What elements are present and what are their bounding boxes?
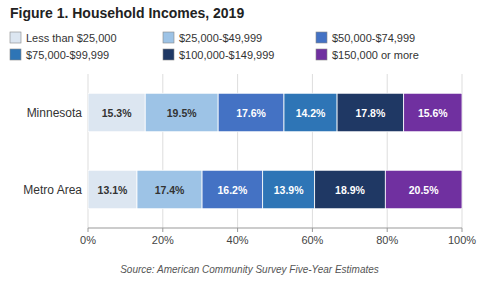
title: Figure 1. Household Incomes, 2019 <box>10 5 244 21</box>
data-label: 20.5% <box>409 184 439 196</box>
legend-label: $25,000-$49,999 <box>179 32 262 44</box>
bar-segment <box>88 170 137 209</box>
bar-segment <box>88 93 145 132</box>
legend-swatch <box>316 32 327 43</box>
legend-label: $150,000 or more <box>332 49 419 61</box>
tick-label: 20% <box>152 234 174 246</box>
bar-segment <box>145 93 218 132</box>
legend: Less than $25,000 $25,000-$49,999 $50,000-… <box>10 32 419 61</box>
category-label: Minnesota <box>27 106 83 120</box>
tick-label: 100% <box>448 234 476 246</box>
tick-label: 60% <box>301 234 323 246</box>
legend-label: $50,000-$74,999 <box>332 32 415 44</box>
legend-label: Less than $25,000 <box>26 32 117 44</box>
legend-swatch <box>163 32 174 43</box>
tick-mark <box>462 228 463 232</box>
axis-line <box>88 228 462 229</box>
category-label: Metro Area <box>23 183 82 197</box>
bar-segment <box>315 170 386 209</box>
data-label: 17.6% <box>236 107 266 119</box>
bar-segment <box>284 93 337 132</box>
bar-segment <box>202 170 263 209</box>
bar-segment <box>263 170 315 209</box>
chart: Figure 1. Household Incomes, 2019 Less th… <box>0 0 479 281</box>
data-label: 15.3% <box>102 107 132 119</box>
data-labels: 13.1% 17.4% 16.2% 13.9% 18.9% 20.5% 15.3% 19.5%… <box>98 107 449 196</box>
data-label: 18.9% <box>335 184 365 196</box>
bar-segment <box>137 170 202 209</box>
legend-label: $75,000-$99,999 <box>26 49 109 61</box>
tick-label: 80% <box>376 234 398 246</box>
data-label: 13.9% <box>274 184 304 196</box>
tick-label: 0% <box>80 234 96 246</box>
legend-swatch <box>10 49 21 60</box>
data-label: 17.8% <box>355 107 385 119</box>
tick-mark <box>387 228 388 232</box>
legend-label: $100,000-$149,999 <box>179 49 274 61</box>
x-axis: 0% 20% 40% 60% 80% 100% <box>80 228 476 246</box>
legend-swatch <box>10 32 21 43</box>
data-label: 17.4% <box>155 184 185 196</box>
data-label: 19.5% <box>167 107 197 119</box>
tick-mark <box>237 228 238 232</box>
data-label: 15.6% <box>418 107 448 119</box>
bar-segment <box>385 170 462 209</box>
legend-swatch <box>316 49 327 60</box>
bar-segment <box>218 93 284 132</box>
y-axis: Metro Area Minnesota <box>23 106 82 197</box>
bars <box>88 93 462 209</box>
data-label: 13.1% <box>98 184 128 196</box>
bar-segment <box>337 93 404 132</box>
tick-mark <box>162 228 163 232</box>
grid <box>88 74 462 228</box>
bar-segment <box>404 93 462 132</box>
tick-mark <box>312 228 313 232</box>
data-label: 14.2% <box>296 107 326 119</box>
annotation: Source: American Community Survey Five-Y… <box>120 264 379 275</box>
tick-mark <box>88 228 89 232</box>
data-label: 16.2% <box>217 184 247 196</box>
tick-label: 40% <box>227 234 249 246</box>
legend-swatch <box>163 49 174 60</box>
